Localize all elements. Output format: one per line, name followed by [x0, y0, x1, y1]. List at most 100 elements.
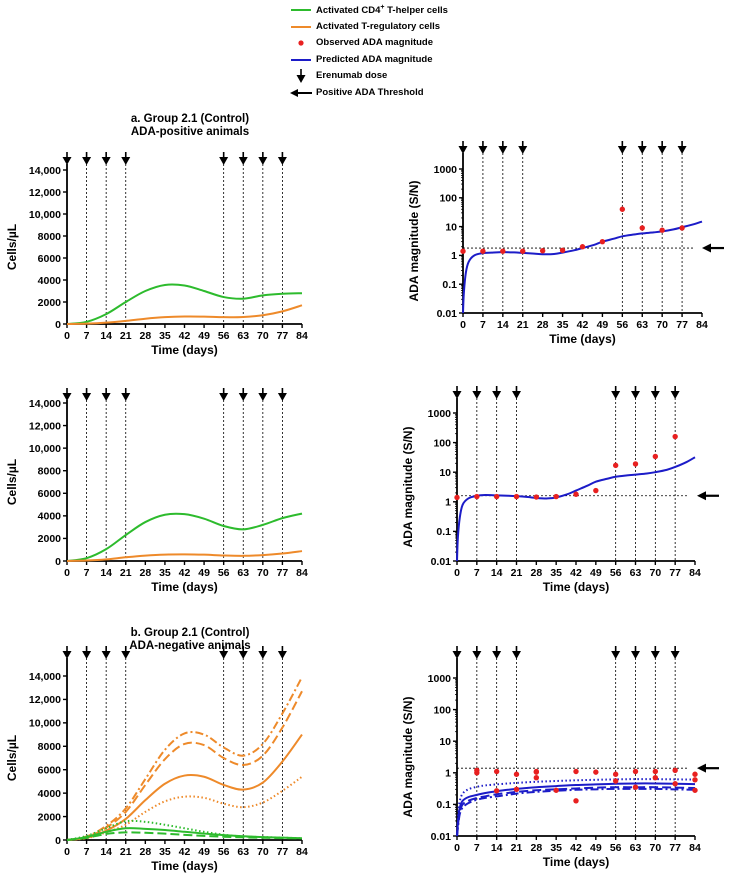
y-tick-label: 0.01: [431, 831, 452, 843]
y-axis-label: ADA magnitude (S/N): [401, 697, 415, 818]
dose-arrow-icon: [258, 388, 268, 401]
series-line-green-solid: [66, 283, 303, 325]
x-axis-label: Time (days): [543, 855, 609, 869]
legend-symbol-pred: [291, 58, 311, 61]
observed-point: [559, 247, 566, 254]
chart-b-ada: 0 7 14 21 28 35 42 49 56 63 70 77 84 0.01 0.1 1 10 100 100…: [401, 646, 719, 869]
x-tick-label: 28: [139, 846, 151, 858]
dose-arrow-icon: [219, 646, 229, 659]
observed-point: [513, 493, 520, 500]
observed-point: [474, 770, 480, 776]
x-tick-label: 42: [179, 330, 191, 342]
y-tick-label: 1: [445, 497, 451, 509]
section-a-title: a. Group 2.1 (Control) ADA-positive anim…: [60, 113, 320, 139]
legend-label-main: Erenumab dose: [316, 70, 388, 82]
y-tick-label: 6000: [38, 488, 62, 500]
observed-point: [480, 248, 486, 254]
x-tick-label: 21: [517, 319, 529, 331]
y-tick-label: 10,000: [29, 443, 61, 455]
dose-arrow-icon: [258, 646, 268, 659]
y-tick-label: 0.01: [437, 308, 458, 320]
section-b-title-line1: b. Group 2.1 (Control): [130, 627, 250, 639]
dose-arrow-icon: [512, 646, 521, 659]
y-tick-label: 4000: [38, 275, 62, 287]
y-tick-label: 0.1: [436, 526, 451, 538]
section-b-title: b. Group 2.1 (Control) ADA-negative anim…: [60, 627, 320, 653]
threshold-arrow-icon: [697, 491, 719, 501]
observed-point: [513, 771, 520, 777]
x-tick-label: 7: [474, 567, 480, 579]
dose-arrow-icon: [219, 388, 229, 401]
chart-a-ada: 0 7 14 21 28 35 42 49 56 63 70 77 84 0.01 0.1 1 10 100 100…: [407, 141, 724, 346]
dose-arrow-icon: [62, 646, 72, 659]
x-tick-label: 63: [237, 330, 249, 342]
observed-point: [679, 225, 685, 231]
dose-arrow-icon: [62, 152, 72, 165]
y-tick-label: 12,000: [29, 420, 61, 432]
x-tick-label: 77: [669, 567, 681, 579]
dose-arrow-icon: [617, 141, 627, 154]
dose-arrow-icon: [631, 646, 640, 659]
observed-point: [652, 768, 659, 775]
x-tick-label: 21: [120, 567, 132, 579]
dose-arrow-icon: [277, 388, 287, 401]
x-tick-label: 49: [198, 846, 210, 858]
x-tick-label: 77: [669, 842, 681, 854]
observed-point: [520, 248, 526, 254]
y-tick-label: 8000: [38, 231, 62, 243]
x-tick-label: 28: [139, 330, 151, 342]
dose-arrow-icon: [238, 646, 248, 659]
legend-item-cd4: Activated CD4+ T-helper cells: [290, 2, 590, 19]
observed-point: [553, 787, 559, 793]
dose-arrow-icon: [258, 152, 268, 165]
x-tick-label: 84: [689, 567, 701, 579]
y-tick-label: 0: [55, 319, 61, 331]
observed-point: [493, 788, 500, 794]
x-tick-label: 35: [550, 567, 562, 579]
x-tick-label: 70: [257, 846, 269, 858]
observed-point: [593, 487, 599, 494]
dose-arrow-icon: [238, 388, 248, 401]
x-tick-label: 14: [497, 319, 509, 331]
dose-arrow-icon: [101, 152, 111, 165]
legend-label-obs: Observed ADA magnitude: [316, 37, 433, 48]
observed-point: [632, 461, 639, 467]
dose-arrow-icon: [101, 646, 111, 659]
y-tick-label: 100: [439, 193, 457, 205]
observed-point: [460, 248, 466, 254]
x-tick-label: 70: [656, 319, 668, 331]
dose-arrow-icon: [458, 141, 468, 154]
dose-arrow-icon: [498, 141, 508, 154]
observed-point: [513, 786, 520, 793]
dose-arrow-icon: [637, 141, 647, 154]
y-tick-label: 2000: [38, 533, 62, 545]
y-tick-label: 1: [451, 250, 457, 262]
legend-item-treg: Activated T-regulatory cells: [290, 19, 590, 36]
dose-arrow-icon: [670, 386, 680, 399]
x-tick-label: 49: [198, 567, 210, 579]
dose-arrow-icon: [472, 386, 482, 399]
series-line-green-longdash: [66, 831, 303, 841]
y-tick-label: 8000: [38, 741, 62, 753]
x-axis-label: Time (days): [151, 580, 217, 594]
x-tick-label: 63: [630, 842, 642, 854]
y-axis-label: Cells/µL: [5, 224, 19, 270]
x-axis-label: Time (days): [543, 580, 609, 594]
x-tick-label: 14: [100, 846, 112, 858]
threshold-arrow-icon: [702, 243, 724, 253]
dose-arrow-icon: [452, 646, 462, 659]
x-tick-label: 7: [84, 330, 90, 342]
legend-label-pred: Predicted ADA magnitude: [316, 54, 432, 65]
legend-label-tail: T-helper cells: [384, 5, 448, 17]
x-tick-label: 7: [474, 842, 480, 854]
y-tick-label: 6000: [38, 253, 62, 265]
dose-arrow-icon: [238, 152, 248, 165]
series-line-orange-longdash: [66, 690, 303, 841]
observed-point: [599, 238, 606, 245]
dose-arrow-icon: [677, 141, 687, 154]
series-line-blue-dashdot: [456, 787, 696, 837]
x-tick-label: 7: [84, 567, 90, 579]
x-tick-label: 21: [120, 846, 132, 858]
observed-point: [474, 493, 480, 500]
x-tick-label: 77: [277, 330, 289, 342]
